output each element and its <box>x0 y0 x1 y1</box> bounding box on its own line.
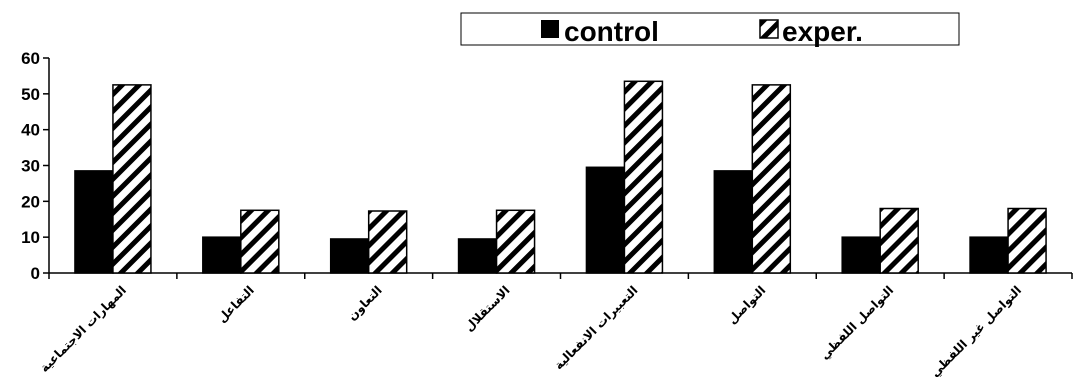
legend-label-exper: exper. <box>782 16 863 47</box>
bar-control-4 <box>585 166 626 274</box>
bar-control-1 <box>202 236 242 274</box>
x-category-label: المهارات الاجتماعية <box>37 283 129 375</box>
y-tick-label: 0 <box>31 264 40 283</box>
legend-swatch-control <box>541 20 559 38</box>
bar-exper-0 <box>112 84 152 274</box>
x-category-label: التفاعل <box>215 283 257 325</box>
bar-control-5 <box>713 170 754 274</box>
y-tick-label: 20 <box>21 192 40 211</box>
bar-exper-3 <box>495 209 536 274</box>
bar-exper-1 <box>240 209 280 274</box>
bar-exper-7 <box>1007 207 1047 274</box>
legend-box <box>460 12 960 46</box>
x-category-label: التواصل اللفظي <box>817 283 897 363</box>
bar-exper-2 <box>367 210 408 274</box>
bar-exper-6 <box>879 207 919 274</box>
bar-control-7 <box>969 236 1009 274</box>
x-category-label: التعاون <box>345 283 386 324</box>
legend-label-control: control <box>564 16 659 47</box>
x-category-label: التعبيرات الانفعالية <box>551 283 640 372</box>
bar-exper-5 <box>751 84 792 274</box>
bar-control-3 <box>457 238 498 274</box>
legend: control exper. <box>460 12 960 47</box>
y-tick-label: 10 <box>21 228 40 247</box>
bar-control-2 <box>329 238 370 274</box>
x-category-label: التواصل <box>725 283 769 327</box>
bar-control-6 <box>841 236 881 274</box>
legend-swatch-exper <box>759 19 779 39</box>
y-tick-label: 30 <box>21 157 40 176</box>
y-tick-label: 60 <box>21 49 40 68</box>
bar-exper-4 <box>623 80 664 274</box>
x-category-label: الاستقلال <box>462 283 513 334</box>
bar-control-0 <box>74 170 114 274</box>
y-tick-label: 50 <box>21 85 40 104</box>
y-tick-label: 40 <box>21 121 40 140</box>
x-category-label: التواصل غير اللفظي <box>928 283 1025 380</box>
